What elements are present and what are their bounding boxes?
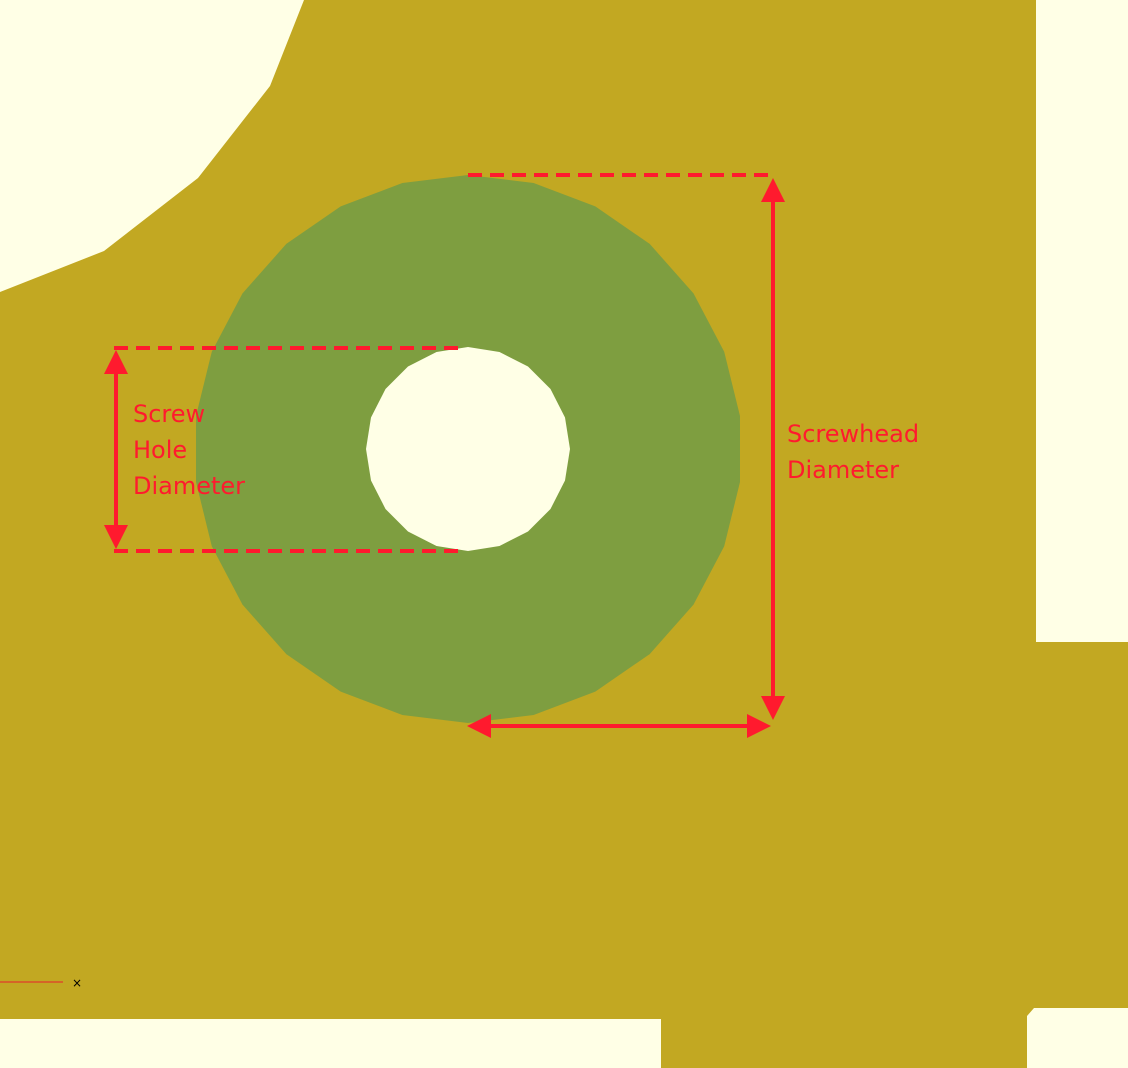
screw-hole-label-line-3: Diameter — [133, 472, 245, 500]
origin-marker: × — [72, 976, 82, 990]
screwhead-label: Screwhead Diameter — [787, 420, 927, 484]
screw-hole-label-line-1: Screw — [133, 400, 205, 428]
screw-hole-dimension: Screw Hole Diameter — [104, 346, 462, 553]
screwhead-label-line-2: Diameter — [787, 456, 899, 484]
screw-hole-label: Screw Hole Diameter — [133, 400, 245, 500]
screwhead-dimension: Screwhead Diameter — [467, 173, 927, 738]
screwhead-label-line-1: Screwhead — [787, 420, 919, 448]
screw-hole — [366, 347, 570, 551]
screw-hole-label-line-2: Hole — [133, 436, 187, 464]
origin-axis: × — [0, 976, 82, 990]
